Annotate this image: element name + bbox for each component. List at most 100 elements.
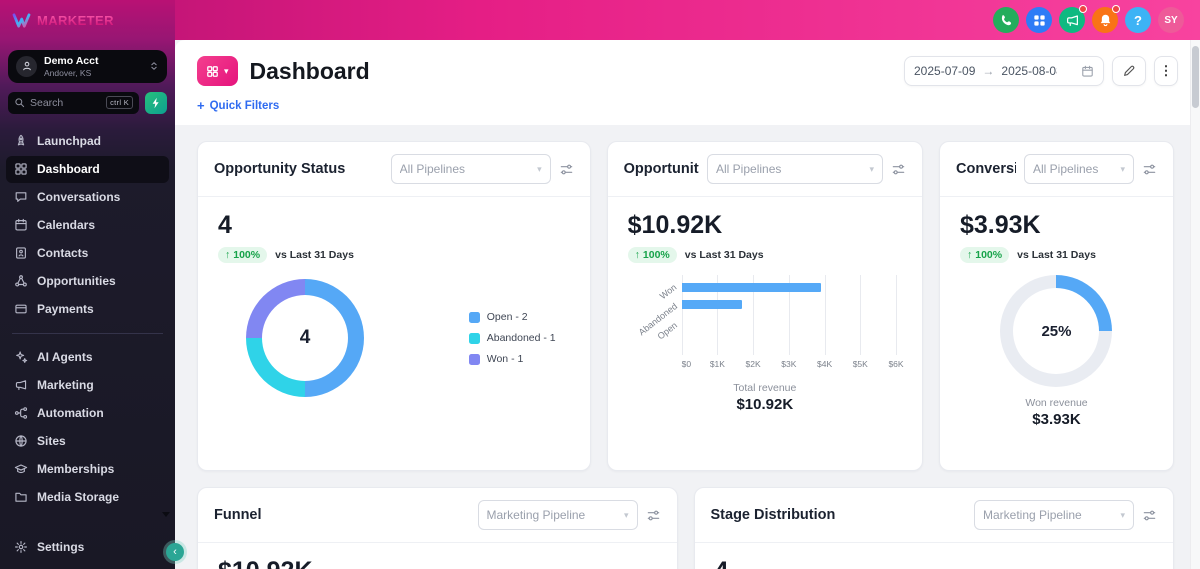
contacts-icon [14,246,28,260]
more-options-button[interactable]: ⋮ [1154,56,1178,86]
account-switcher[interactable]: Demo Acct Andover, KS [8,50,167,83]
brand-logo[interactable]: MARKETER [0,0,175,40]
sidebar-item-contacts[interactable]: Contacts [6,240,169,267]
axis-tick: $1K [709,359,725,369]
sidebar-item-label: Conversations [37,190,121,205]
gridline [896,275,897,355]
metric-value: $3.93K [960,211,1041,239]
sidebar-item-marketing[interactable]: Marketing [6,372,169,399]
value-bar-plot [681,275,897,355]
megaphone-icon [1065,13,1080,28]
date-to: 2025-08-08 [1001,64,1058,78]
pipeline-select[interactable]: All Pipelines ▾ [1023,154,1134,184]
change-badge: ↑ 100% [218,247,268,263]
sliders-icon [559,162,574,177]
account-location: Andover, KS [44,67,92,78]
legend-swatch [468,353,480,365]
sidebar-item-opportunities[interactable]: Opportunities [6,268,169,295]
pipeline-select[interactable]: All Pipelines ▾ [707,154,883,184]
sidebar-item-label: Settings [37,539,85,554]
calendar-icon [1081,65,1094,78]
user-avatar[interactable]: SY [1158,7,1184,33]
sliders-icon [1142,162,1157,177]
change-badge: ↑ 100% [627,247,677,263]
scrollbar-thumb[interactable] [1192,46,1199,108]
sidebar-item-label: Automation [37,406,104,421]
opportunities-icon [14,274,28,288]
filter-settings-button[interactable] [891,162,906,177]
search-icon [14,97,25,108]
arrow-right-icon: → [982,64,995,78]
bar-category-label: Won [658,282,679,302]
sliders-icon [646,508,661,523]
metric-value: 4 [218,211,232,239]
sidebar-item-launchpad[interactable]: Launchpad [6,128,169,155]
sidebar-item-automation[interactable]: Automation [6,400,169,427]
search-input[interactable]: Search ctrl K [8,91,139,114]
page-header: ▾ Dashboard 2025-07-09 → 2025-08-08 [175,40,1200,125]
footer-value: $3.93K [1032,411,1081,428]
sidebar-item-label: Dashboard [37,162,100,177]
pencil-icon [1122,64,1136,78]
pipeline-select[interactable]: Marketing Pipeline ▾ [974,500,1134,530]
donut-center-value: 25% [1041,322,1072,340]
quick-actions-button[interactable] [145,91,167,114]
sidebar-item-settings[interactable]: Settings [6,533,169,560]
dashboard-menu-button[interactable]: ▾ [197,56,238,86]
pipeline-select[interactable]: Marketing Pipeline ▾ [477,500,638,530]
filter-settings-button[interactable] [559,162,574,177]
filter-settings-button[interactable] [1142,508,1157,523]
card-title: Opportunity Value [623,161,699,177]
gridline [753,275,755,355]
chevron-down-icon: ▾ [623,509,629,520]
sidebar-item-media-storage[interactable]: Media Storage [6,484,169,511]
quick-filters-link[interactable]: + Quick Filters [197,98,1178,113]
chevron-down-icon: ▾ [1120,163,1125,174]
legend-item: Open - 2 [468,311,556,323]
legend-label: Open - 2 [486,311,528,323]
sidebar-item-label: Opportunities [37,274,116,289]
axis-tick: $4K [816,359,833,369]
sidebar-item-dashboard[interactable]: Dashboard [6,155,169,183]
user-icon [16,55,37,77]
grid-icon [14,162,28,176]
sidebar-item-memberships[interactable]: Memberships [6,456,169,483]
sidebar-collapse-button[interactable]: ‹ [166,543,184,561]
sidebar-item-payments[interactable]: Payments [6,296,169,323]
globe-icon [14,434,28,448]
filter-settings-button[interactable] [1142,162,1157,177]
automation-icon [14,406,28,420]
phone-icon-button[interactable] [993,7,1019,33]
notification-dot [1079,5,1087,13]
axis-tick: $6K [888,359,904,369]
bell-icon-button[interactable] [1092,5,1120,33]
sidebar-item-conversations[interactable]: Conversations [6,184,169,211]
pipeline-select-value: All Pipelines [716,162,782,176]
megaphone-icon-button[interactable] [1059,5,1087,33]
page-title: Dashboard [249,57,370,84]
funnel-card: Funnel Marketing Pipeline ▾ $10.92K [197,487,678,569]
sidebar-scroll-down-icon [162,512,170,517]
sidebar-item-sites[interactable]: Sites [6,428,169,455]
legend-label: Abandoned - 1 [486,332,556,344]
filter-settings-button[interactable] [646,508,661,523]
sidebar-item-label: Launchpad [37,134,102,149]
search-shortcut: ctrl K [106,96,133,110]
date-range-picker[interactable]: 2025-07-09 → 2025-08-08 [904,56,1104,86]
chevron-down-icon: ▾ [224,65,229,76]
axis-tick: $3K [781,359,797,369]
sidebar-item-calendars[interactable]: Calendars [6,212,169,239]
edit-button[interactable] [1112,56,1146,86]
help-icon-button[interactable]: ? [1125,7,1151,33]
gridline [681,275,683,355]
bar-won [681,283,821,292]
metric-value: 4 [715,557,1154,569]
change-note: vs Last 31 Days [1017,249,1096,261]
legend-swatch [468,311,480,323]
account-name: Demo Acct [44,55,99,67]
pipeline-select[interactable]: All Pipelines ▾ [390,154,551,184]
chevron-down-icon: ▾ [537,163,542,174]
apps-icon-button[interactable] [1026,7,1052,33]
sidebar-item-ai-agents[interactable]: AI Agents [6,344,169,371]
status-donut-chart: 4 [246,279,364,397]
